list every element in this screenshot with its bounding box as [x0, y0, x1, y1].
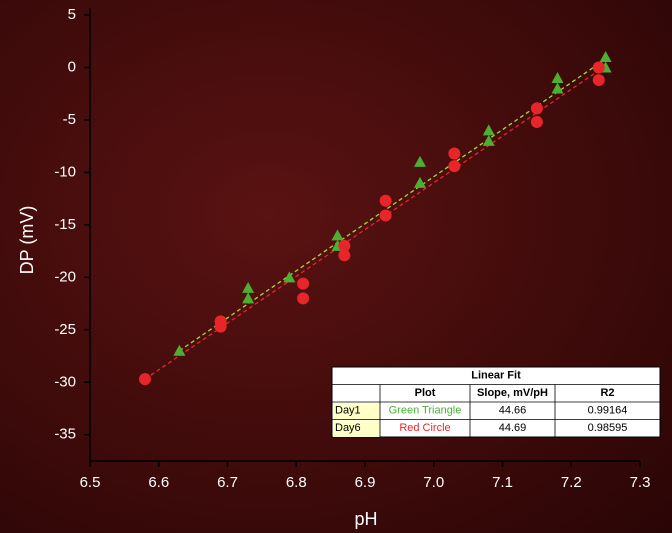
point	[338, 249, 351, 262]
table-cell: 0.98595	[588, 422, 628, 434]
point	[592, 74, 605, 87]
point	[530, 102, 543, 115]
point	[530, 116, 543, 129]
table-cell: Day6	[335, 422, 361, 434]
point	[599, 50, 612, 62]
point	[482, 124, 495, 136]
point	[551, 82, 564, 94]
point	[414, 176, 426, 188]
x-tick-label: 7.3	[630, 474, 651, 491]
row-label-bg	[333, 403, 380, 420]
x-tick-label: 6.8	[286, 474, 307, 491]
table-title: Linear Fit	[471, 370, 521, 382]
point	[448, 160, 461, 173]
y-tick-label: 5	[68, 6, 76, 23]
table-header: Slope, mV/pH	[477, 387, 548, 399]
table-header: R2	[600, 387, 614, 399]
y-tick-label: 0	[68, 58, 76, 75]
table-cell: Green Triangle	[389, 405, 462, 417]
x-tick-label: 6.5	[80, 474, 101, 491]
row-label-bg	[333, 420, 380, 437]
x-tick-label: 6.6	[148, 474, 169, 491]
point	[379, 194, 392, 207]
y-tick-label: -35	[54, 426, 76, 443]
x-tick-label: 6.9	[355, 474, 376, 491]
table-header: Plot	[415, 387, 436, 399]
point	[139, 373, 151, 386]
fit-line	[144, 70, 600, 380]
point	[297, 292, 310, 305]
y-tick-label: -15	[54, 216, 76, 233]
point	[592, 61, 605, 74]
point	[414, 155, 426, 167]
x-tick-label: 7.2	[561, 474, 582, 491]
y-axis-title: DP (mV)	[17, 206, 37, 275]
point	[482, 134, 495, 146]
point	[551, 71, 564, 83]
point	[242, 292, 255, 304]
x-axis-title: pH	[354, 509, 377, 529]
point	[331, 229, 344, 241]
table-cell: Day1	[335, 405, 361, 417]
y-tick-label: -20	[54, 268, 76, 285]
x-tick-label: 6.7	[217, 474, 238, 491]
y-tick-label: -10	[54, 163, 76, 180]
table-cell: 0.99164	[588, 405, 628, 417]
point	[283, 271, 296, 283]
point	[338, 239, 351, 252]
table-cell: 44.66	[499, 405, 527, 417]
point	[242, 281, 255, 293]
point	[214, 320, 227, 333]
table-cell: 44.69	[499, 422, 527, 434]
point	[297, 277, 310, 290]
x-tick-label: 7.1	[492, 474, 513, 491]
table-cell: Red Circle	[399, 422, 450, 434]
x-tick-label: 7.0	[423, 474, 444, 491]
fit-line	[179, 58, 606, 352]
point	[379, 209, 392, 222]
y-tick-label: -25	[54, 321, 76, 338]
y-tick-label: -5	[63, 111, 76, 128]
point	[173, 344, 186, 356]
y-tick-label: -30	[54, 373, 76, 390]
point	[448, 147, 461, 160]
